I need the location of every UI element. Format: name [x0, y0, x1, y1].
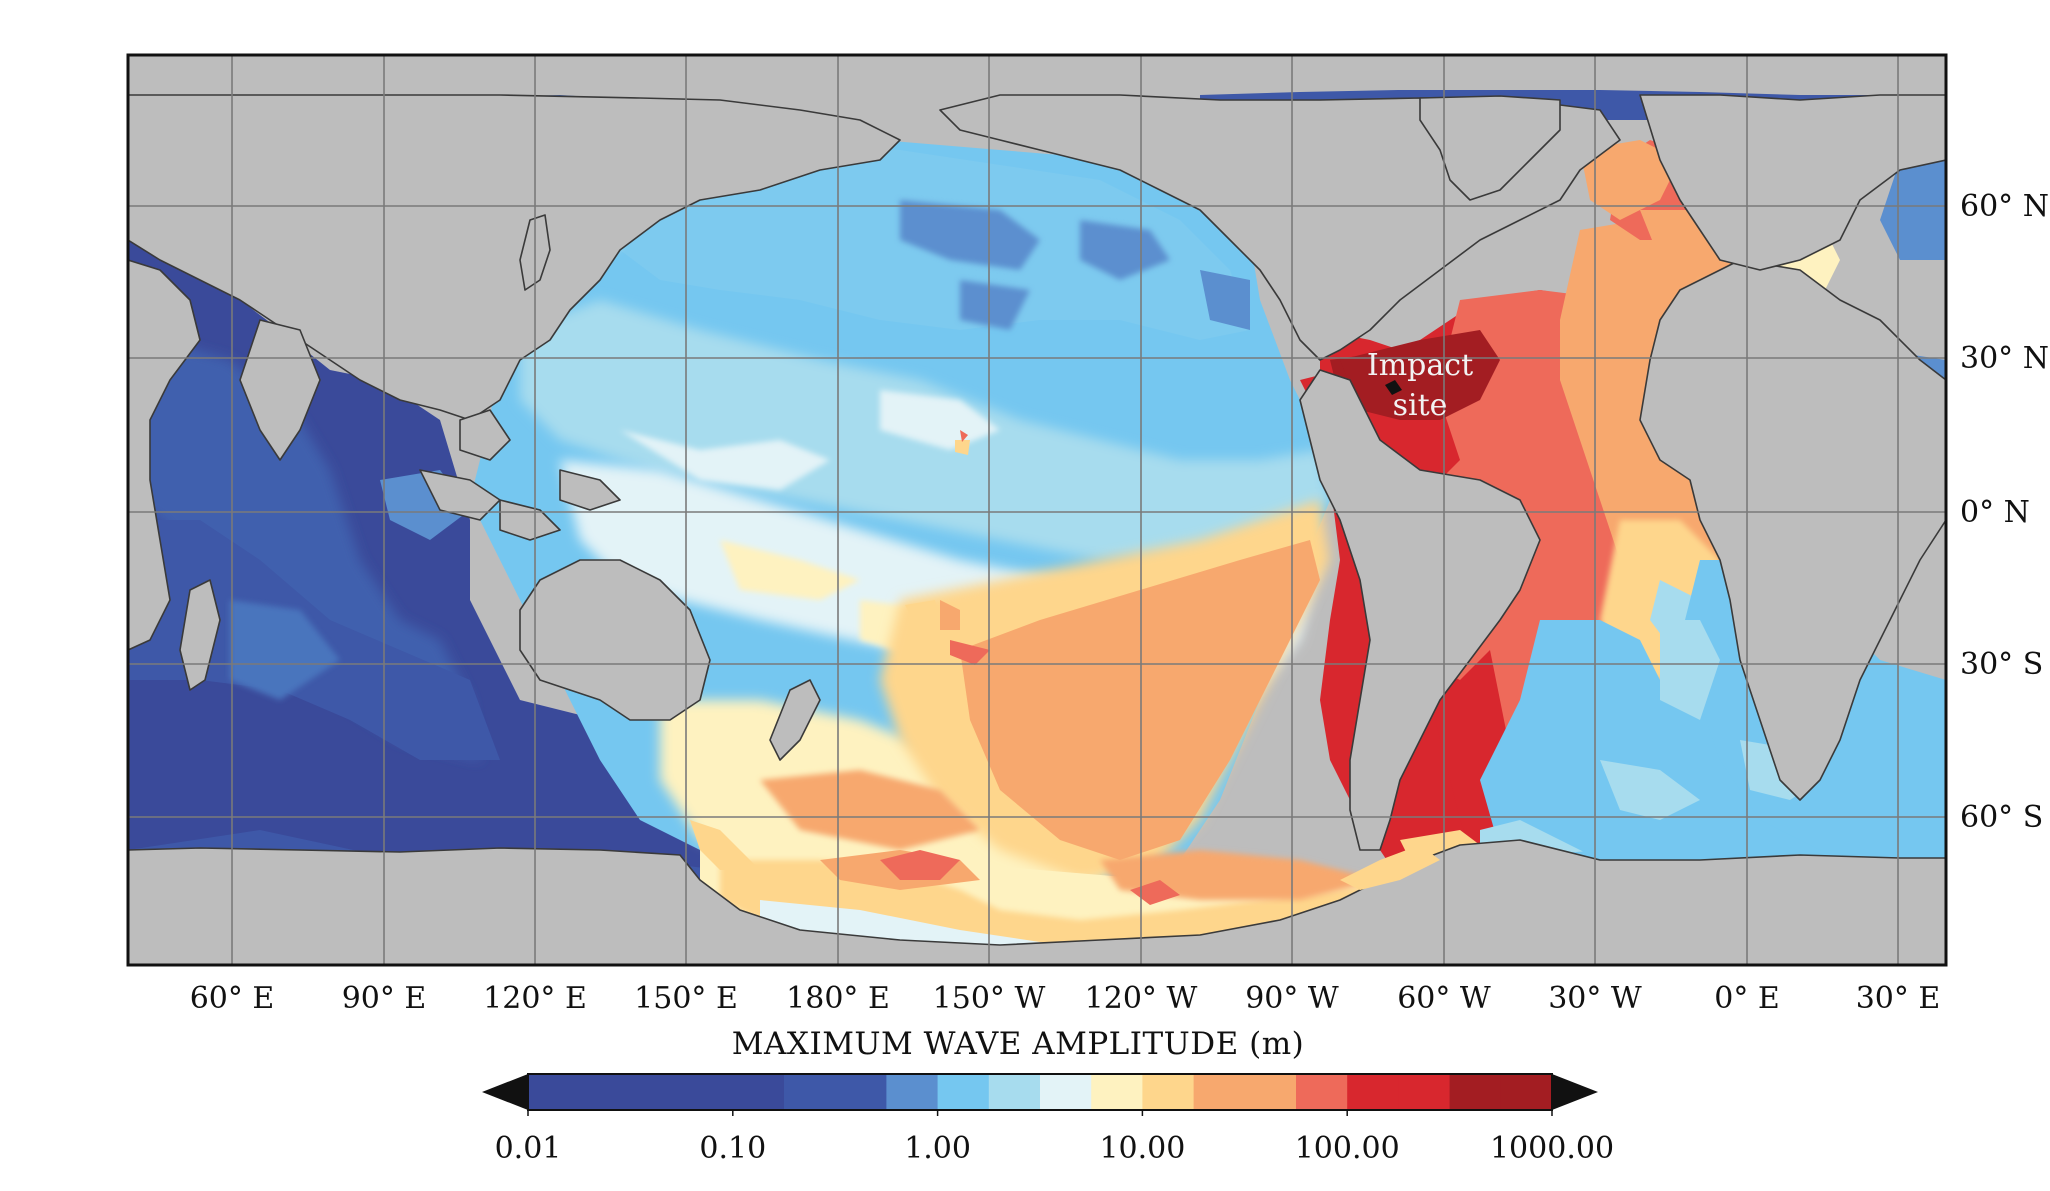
colorbar-tick-label: 0.01 — [495, 1131, 562, 1166]
latitude-tick-label: 60° N — [1960, 189, 2049, 224]
south-america-land — [1299, 369, 1541, 851]
longitude-labels: 60° E 90° E 120° E 150° E 180° E 150° W 120° W… — [190, 981, 1941, 1016]
colorbar-tick-label: 100.00 — [1295, 1131, 1400, 1166]
colorbar-bin — [937, 1074, 990, 1110]
longitude-tick-label: 150° W — [933, 981, 1046, 1016]
map-panel — [128, 55, 1946, 965]
longitude-tick-label: 30° W — [1548, 981, 1642, 1016]
colorbar-bin — [835, 1074, 887, 1110]
map-frame — [126, 53, 1948, 967]
colorbar-bin — [1091, 1074, 1143, 1110]
colorbar: MAXIMUM WAVE AMPLITUDE (m) 0.01 0.10 1.00 1… — [482, 1026, 1614, 1166]
antarctica-land — [128, 839, 1946, 965]
latitude-tick-label: 60° S — [1960, 800, 2043, 835]
colorbar-bin — [732, 1074, 785, 1110]
colorbar-bin — [886, 1074, 939, 1110]
africa-land — [1639, 259, 1946, 801]
latitude-labels: 60° N 30° N 0° N 30° S 60° S — [1960, 189, 2049, 835]
antarctic-coastal-field — [690, 820, 1440, 890]
colorbar-bin — [1193, 1074, 1246, 1110]
colorbar-bin — [1347, 1074, 1399, 1110]
longitude-tick-label: 30° E — [1856, 981, 1941, 1016]
colorbar-bin — [1449, 1074, 1502, 1110]
colorbar-bin — [988, 1074, 1041, 1110]
gridlines — [128, 55, 1946, 965]
impact-site-annotation: Impact site — [1367, 348, 1473, 423]
colorbar-tick-labels: 0.01 0.10 1.00 10.00 100.00 1000.00 — [495, 1110, 1614, 1166]
impact-site-label-line2: site — [1393, 388, 1448, 423]
latitude-tick-label: 30° N — [1960, 341, 2049, 376]
longitude-tick-label: 60° E — [190, 981, 275, 1016]
longitude-tick-label: 0° E — [1714, 981, 1780, 1016]
colorbar-title: MAXIMUM WAVE AMPLITUDE (m) — [732, 1026, 1304, 1062]
longitude-tick-label: 90° W — [1245, 981, 1339, 1016]
colorbar-extend-max-arrow — [1552, 1074, 1598, 1110]
longitude-tick-label: 180° E — [786, 981, 890, 1016]
colorbar-bin — [1142, 1074, 1195, 1110]
colorbar-bin — [630, 1074, 683, 1110]
colorbar-bins — [528, 1074, 1553, 1110]
new-zealand-land — [769, 679, 821, 761]
asia-land — [128, 94, 901, 421]
longitude-tick-label: 150° E — [634, 981, 738, 1016]
impact-site-label-line1: Impact — [1367, 348, 1473, 383]
longitude-tick-label: 120° E — [483, 981, 587, 1016]
india-land — [239, 319, 321, 461]
colorbar-tick-label: 0.10 — [699, 1131, 766, 1166]
greenland-land — [1419, 95, 1561, 201]
colorbar-bin — [784, 1074, 836, 1110]
colorbar-tick-label: 10.00 — [1099, 1131, 1185, 1166]
madagascar-land — [179, 579, 221, 691]
longitude-tick-label: 60° W — [1397, 981, 1491, 1016]
colorbar-bin — [579, 1074, 631, 1110]
continents — [128, 94, 1946, 965]
colorbar-outline — [527, 1073, 1553, 1111]
colorbar-tick-label: 1000.00 — [1490, 1131, 1614, 1166]
colorbar-bin — [1500, 1074, 1553, 1110]
latitude-tick-label: 0° N — [1960, 495, 2030, 530]
colorbar-extend-min-arrow — [482, 1074, 528, 1110]
latitude-tick-label: 30° S — [1960, 647, 2043, 682]
colorbar-bin — [528, 1074, 580, 1110]
colorbar-tick-label: 1.00 — [904, 1131, 971, 1166]
eurasia-east-land — [1639, 94, 1946, 271]
longitude-tick-label: 120° W — [1085, 981, 1198, 1016]
colorbar-bin — [681, 1074, 734, 1110]
colorbar-bin — [1398, 1074, 1451, 1110]
colorbar-bin — [1244, 1074, 1297, 1110]
longitude-tick-label: 90° E — [342, 981, 427, 1016]
australia-land — [519, 559, 711, 721]
colorbar-bin — [1040, 1074, 1092, 1110]
indonesia-land — [419, 469, 501, 521]
colorbar-bin — [1296, 1074, 1348, 1110]
